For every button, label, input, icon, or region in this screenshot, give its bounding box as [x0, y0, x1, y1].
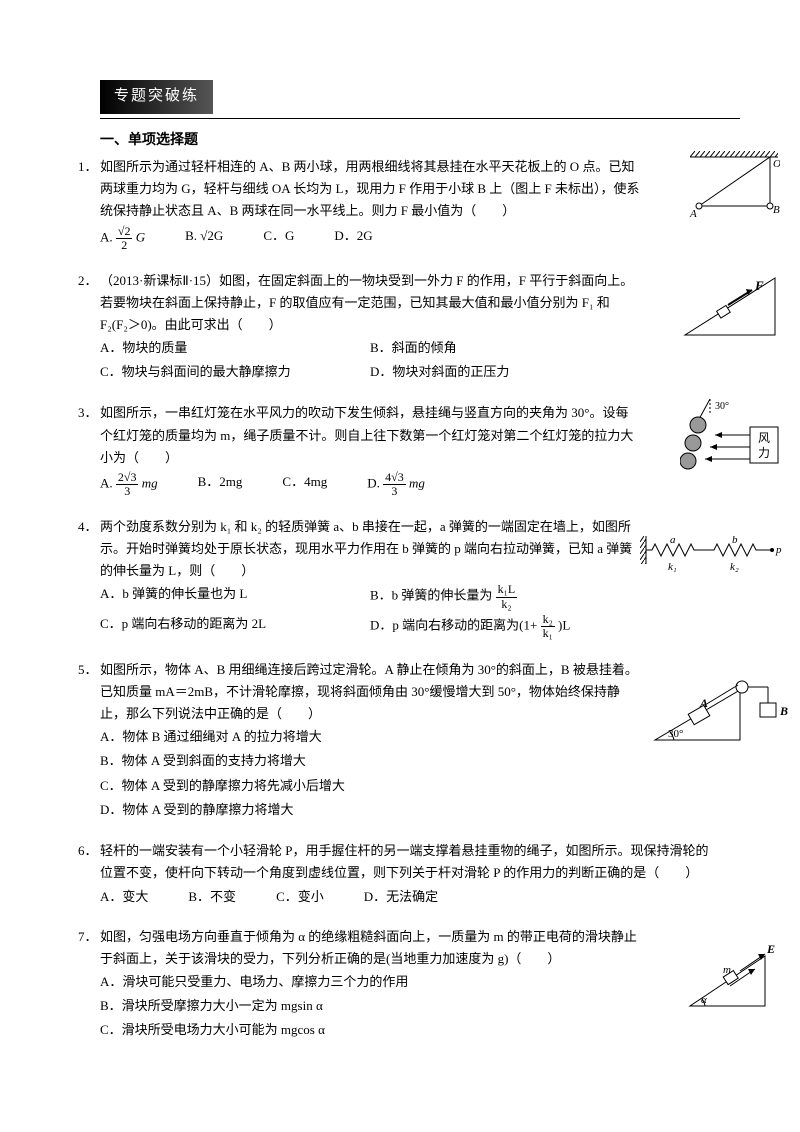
header-rule: [100, 118, 740, 119]
q3-number: 3．: [78, 402, 98, 424]
q1-optD: D．2G: [334, 225, 372, 252]
q1-options: A. √22 G B. √2G C．G D．2G: [100, 225, 640, 252]
q2-optA: A．物块的质量: [100, 336, 370, 360]
q3-options: A. 2√33 mg B．2mg C．4mg D. 4√33 mg: [100, 471, 640, 498]
q7-optC: C．滑块所受电场力大小可能为 mgcos α: [100, 1018, 640, 1042]
q6-optA: A．变大: [100, 886, 148, 908]
q7-text: 如图，匀强电场方向垂直于倾角为 α 的绝缘粗糙斜面向上，一质量为 m 的带正电荷…: [100, 926, 640, 970]
q1-figure: O A B: [685, 151, 780, 228]
q1-optC: C．G: [263, 225, 294, 252]
q2-number: 2．: [78, 270, 98, 292]
svg-text:B: B: [779, 704, 788, 718]
question-7: 7． 如图，匀强电场方向垂直于倾角为 α 的绝缘粗糙斜面向上，一质量为 m 的带…: [100, 926, 740, 1042]
question-4: 4． 两个劲度系数分别为 k₁ 和 k₂ 的轻质弹簧 a、b 串接在一起，a 弹…: [100, 516, 740, 641]
q3-optC: C．4mg: [282, 471, 327, 498]
q2-options: A．物块的质量 B．斜面的倾角 C．物块与斜面间的最大静摩擦力 D．物块对斜面的…: [100, 336, 640, 384]
q4-figure: a b p k₁ k₂: [640, 536, 790, 583]
q4-text: 两个劲度系数分别为 k₁ 和 k₂ 的轻质弹簧 a、b 串接在一起，a 弹簧的一…: [100, 516, 640, 582]
q5-figure: A B 30°: [650, 675, 790, 757]
svg-text:E: E: [766, 942, 775, 956]
q3-optA: A. 2√33 mg: [100, 471, 158, 498]
q5-optA: A．物体 B 通过细绳对 A 的拉力将增大: [100, 725, 640, 749]
svg-text:A: A: [689, 208, 697, 220]
svg-text:B: B: [773, 204, 780, 216]
svg-text:k₂: k₂: [730, 561, 739, 573]
q4-options: A．b 弹簧的伸长量也为 L B．b 弹簧的伸长量为 k₁Lk₂ C．p 端向右…: [100, 582, 640, 641]
q3-optD: D. 4√33 mg: [367, 471, 425, 498]
svg-text:力: 力: [758, 446, 770, 460]
svg-text:O: O: [773, 158, 780, 170]
svg-text:α: α: [701, 994, 707, 1006]
q5-number: 5．: [78, 659, 98, 681]
q2-figure: F: [680, 270, 780, 349]
q4-optA: A．b 弹簧的伸长量也为 L: [100, 582, 370, 611]
q3-figure: 30° 风 力: [680, 397, 780, 494]
q1-text: 如图所示为通过轻杆相连的 A、B 两小球，用两根细线将其悬挂在水平天花板上的 O…: [100, 156, 640, 222]
svg-text:30°: 30°: [715, 401, 729, 412]
q6-number: 6．: [78, 840, 98, 862]
q2-optD: D．物块对斜面的正压力: [370, 360, 640, 384]
section-header: 专题突破练: [100, 80, 213, 114]
svg-text:A: A: [699, 696, 708, 710]
q6-text: 轻杆的一端安装有一个小轻滑轮 P，用手握住杆的另一端支撑着悬挂重物的绳子，如图所…: [100, 840, 710, 884]
q6-optC: C．变小: [276, 886, 324, 908]
section-title: 一、单项选择题: [100, 129, 740, 153]
q3-optB: B．2mg: [198, 471, 243, 498]
q2-text: （2013·新课标Ⅱ·15）如图，在固定斜面上的一物块受到一外力 F 的作用，F…: [100, 270, 640, 336]
q7-options: A．滑块可能只受重力、电场力、摩擦力三个力的作用 B．滑块所受摩擦力大小一定为 …: [100, 970, 640, 1042]
q5-options: A．物体 B 通过细绳对 A 的拉力将增大 B．物体 A 受到斜面的支持力将增大…: [100, 725, 640, 821]
q6-options: A．变大 B．不变 C．变小 D．无法确定: [100, 886, 710, 908]
q7-optA: A．滑块可能只受重力、电场力、摩擦力三个力的作用: [100, 970, 640, 994]
q4-number: 4．: [78, 516, 98, 538]
q1-optA: A. √22 G: [100, 225, 145, 252]
q5-optD: D．物体 A 受到的静摩擦力将增大: [100, 798, 640, 822]
q7-number: 7．: [78, 926, 98, 948]
question-2: 2． （2013·新课标Ⅱ·15）如图，在固定斜面上的一物块受到一外力 F 的作…: [100, 270, 740, 384]
svg-text:F: F: [754, 278, 764, 293]
q4-optC: C．p 端向右移动的距离为 2L: [100, 612, 370, 641]
svg-text:k₁: k₁: [668, 561, 677, 573]
svg-text:m: m: [723, 964, 731, 976]
q4-optB: B．b 弹簧的伸长量为 k₁Lk₂: [370, 582, 640, 611]
svg-text:a: a: [670, 536, 676, 546]
q1-number: 1．: [78, 156, 98, 178]
q6-optB: B．不变: [188, 886, 236, 908]
question-5: 5． 如图所示，物体 A、B 用细绳连接后跨过定滑轮。A 静止在倾角为 30°的…: [100, 659, 740, 822]
svg-text:风: 风: [758, 431, 770, 445]
q7-figure: E m α: [685, 941, 785, 1023]
svg-text:p: p: [775, 544, 782, 556]
q7-optB: B．滑块所受摩擦力大小一定为 mgsin α: [100, 994, 640, 1018]
q1-optB: B. √2G: [185, 225, 223, 252]
q2-optB: B．斜面的倾角: [370, 336, 640, 360]
q2-optC: C．物块与斜面间的最大静摩擦力: [100, 360, 370, 384]
q5-text: 如图所示，物体 A、B 用细绳连接后跨过定滑轮。A 静止在倾角为 30°的斜面上…: [100, 659, 640, 725]
svg-text:30°: 30°: [668, 728, 683, 740]
q3-text: 如图所示，一串红灯笼在水平风力的吹动下发生倾斜，悬挂绳与竖直方向的夹角为 30°…: [100, 402, 640, 468]
svg-text:b: b: [732, 536, 738, 546]
q4-optD: D．p 端向右移动的距离为(1+ k₂k₁ )L: [370, 612, 640, 641]
question-3: 3． 如图所示，一串红灯笼在水平风力的吹动下发生倾斜，悬挂绳与竖直方向的夹角为 …: [100, 402, 740, 498]
question-1: 1． 如图所示为通过轻杆相连的 A、B 两小球，用两根细线将其悬挂在水平天花板上…: [100, 156, 740, 252]
question-6: 6． 轻杆的一端安装有一个小轻滑轮 P，用手握住杆的另一端支撑着悬挂重物的绳子，…: [100, 840, 740, 908]
q5-optC: C．物体 A 受到的静摩擦力将先减小后增大: [100, 774, 640, 798]
q5-optB: B．物体 A 受到斜面的支持力将增大: [100, 749, 640, 773]
q6-optD: D．无法确定: [364, 886, 438, 908]
